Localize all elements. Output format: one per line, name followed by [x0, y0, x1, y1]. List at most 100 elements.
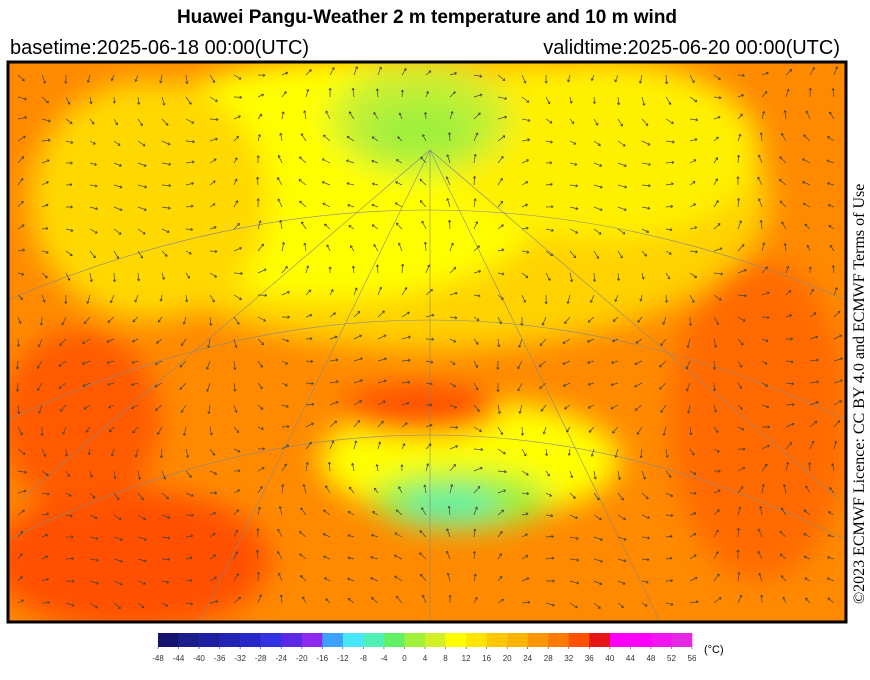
wind-arrow	[617, 250, 623, 259]
wind-arrow	[65, 183, 73, 187]
wind-arrow	[41, 226, 49, 231]
wind-arrow	[802, 181, 811, 186]
wind-arrow	[785, 265, 790, 274]
wind-arrow	[497, 470, 507, 474]
wind-arrow	[689, 203, 697, 208]
wind-arrow	[277, 528, 283, 538]
wind-arrow	[305, 422, 314, 428]
wind-arrow	[712, 382, 717, 392]
wind-arrow	[233, 157, 238, 164]
colorbar-segment	[199, 633, 220, 647]
wind-arrow	[688, 316, 693, 326]
wind-arrow	[785, 441, 793, 450]
wind-arrow	[347, 577, 355, 582]
wind-arrow	[185, 448, 190, 458]
colorbar-segment	[466, 633, 487, 647]
wind-arrow	[377, 286, 383, 296]
wind-arrow	[538, 360, 547, 367]
wind-arrow	[569, 206, 579, 211]
wind-arrow	[161, 228, 170, 233]
colorbar-segment	[260, 633, 282, 647]
wind-arrow	[804, 577, 811, 582]
wind-arrow	[321, 181, 331, 186]
wind-arrow	[759, 219, 763, 230]
wind-arrow	[449, 463, 456, 472]
wind-arrow	[569, 536, 579, 540]
wind-arrow	[827, 597, 835, 604]
wind-arrow	[300, 133, 307, 142]
wind-arrow	[805, 485, 811, 494]
colorbar-tick-label: 8	[443, 654, 448, 663]
colorbar-segment	[486, 633, 508, 647]
wind-arrow	[421, 594, 427, 604]
wind-arrow	[185, 492, 194, 497]
wind-arrow	[612, 338, 619, 343]
wind-arrow	[423, 484, 427, 494]
wind-arrow	[827, 534, 835, 538]
wind-arrow	[545, 448, 549, 457]
wind-arrow	[377, 400, 386, 406]
wind-arrow	[473, 245, 480, 252]
wind-arrow	[713, 178, 718, 186]
wind-arrow	[41, 74, 46, 84]
wind-arrow	[17, 272, 25, 276]
wind-arrow	[614, 294, 619, 302]
wind-arrow	[497, 553, 502, 560]
wind-arrow	[831, 88, 835, 98]
wind-arrow	[472, 550, 477, 560]
wind-arrow	[829, 111, 835, 120]
wind-arrow	[449, 360, 456, 365]
wind-arrow	[785, 422, 795, 428]
wind-arrow	[257, 243, 264, 252]
wind-arrow	[113, 250, 119, 260]
wind-arrow	[781, 132, 787, 142]
wind-arrow	[761, 91, 768, 98]
wind-arrow	[587, 360, 595, 364]
wind-arrow	[782, 596, 787, 604]
wind-arrow	[521, 600, 531, 604]
wind-arrow	[569, 162, 578, 166]
wind-arrow	[569, 118, 575, 125]
wind-arrow	[659, 360, 667, 368]
wind-arrow	[305, 289, 312, 296]
wind-arrow	[473, 573, 477, 582]
wind-arrow	[545, 205, 554, 209]
wind-arrow	[473, 426, 482, 432]
wind-arrow	[761, 425, 770, 429]
wind-arrow	[422, 134, 427, 142]
wind-arrow	[833, 66, 838, 76]
wind-arrow	[89, 184, 98, 188]
wind-arrow	[325, 598, 331, 604]
wind-arrow	[233, 74, 242, 80]
wind-arrow	[425, 313, 435, 318]
wind-arrow	[736, 154, 741, 164]
wind-arrow	[209, 470, 218, 475]
wind-arrow	[281, 404, 289, 408]
wind-arrow	[686, 338, 691, 348]
wind-arrow	[353, 357, 363, 362]
wind-arrow	[89, 470, 93, 478]
colorbar-tick-label: 4	[423, 654, 428, 663]
wind-arrow	[425, 443, 432, 450]
colorbar-tick-label: 32	[564, 654, 573, 663]
colorbar-segment	[650, 633, 672, 647]
wind-arrow	[185, 182, 194, 186]
wind-arrow	[329, 400, 339, 406]
wind-arrow	[107, 316, 115, 323]
wind-arrow	[108, 404, 115, 409]
wind-arrow	[209, 532, 216, 538]
wind-arrow	[257, 113, 263, 120]
wind-arrow	[567, 74, 571, 83]
wind-arrow	[449, 242, 454, 252]
wind-arrow	[545, 182, 553, 186]
wind-arrow	[87, 448, 91, 456]
colorbar-segment	[240, 633, 261, 647]
wind-arrow	[641, 602, 648, 607]
wind-arrow	[590, 448, 595, 457]
wind-arrow	[521, 181, 529, 186]
wind-arrow	[156, 338, 163, 344]
wind-arrow	[83, 316, 91, 325]
wind-arrow	[257, 268, 267, 274]
wind-arrow	[182, 316, 187, 325]
wind-arrow	[353, 400, 363, 406]
